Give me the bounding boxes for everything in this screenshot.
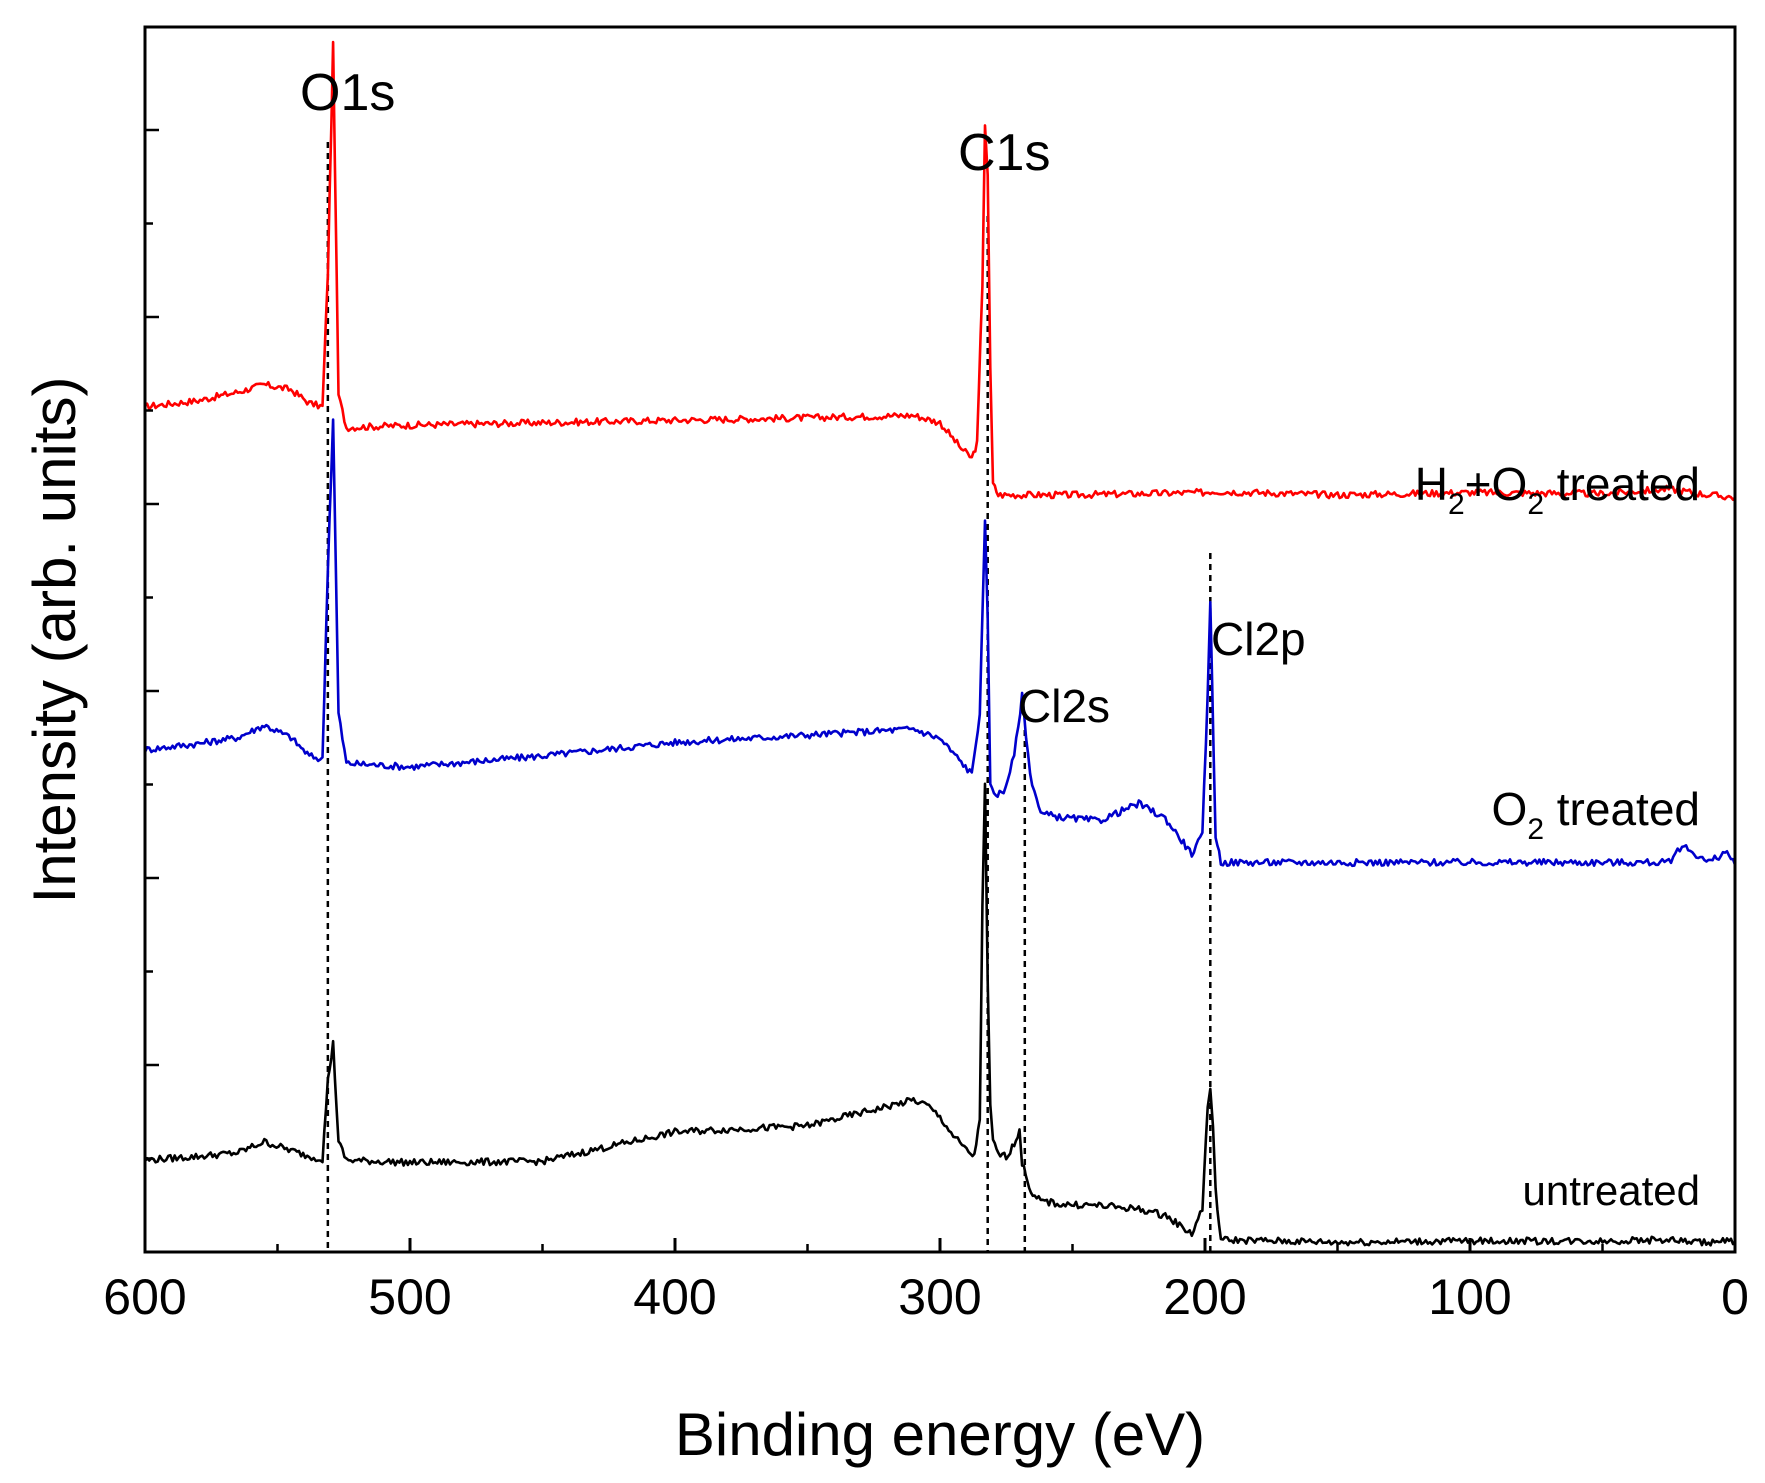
x-tick-label-300: 300 <box>898 1269 981 1325</box>
peak-label-o1s: O1s <box>300 64 395 122</box>
series-label-o2-treated: O2 treated <box>1492 783 1700 846</box>
series-label-h2o2-treated: H2+O2 treated <box>1415 458 1700 521</box>
peak-label-cl2p: Cl2p <box>1211 613 1306 665</box>
series-label-untreated: untreated <box>1523 1167 1700 1214</box>
x-tick-label-400: 400 <box>633 1269 716 1325</box>
x-tick-label-200: 200 <box>1163 1269 1246 1325</box>
y-ticks <box>145 128 159 1254</box>
x-tick-label-100: 100 <box>1428 1269 1511 1325</box>
peak-label-cl2s: Cl2s <box>1018 680 1110 732</box>
peak-label-c1s: C1s <box>958 124 1050 182</box>
y-axis-label: Intensity (arb. units) <box>21 377 88 904</box>
series-line-h2-o2-treated <box>144 40 1736 502</box>
x-tick-label-0: 0 <box>1721 1269 1749 1325</box>
x-tick-label-600: 600 <box>103 1269 186 1325</box>
x-axis-label: Binding energy (eV) <box>675 1401 1205 1468</box>
series-line-o2-treated <box>143 418 1737 868</box>
x-ticks: 600 500 400 300 200 100 0 <box>103 1238 1749 1325</box>
x-tick-label-500: 500 <box>368 1269 451 1325</box>
